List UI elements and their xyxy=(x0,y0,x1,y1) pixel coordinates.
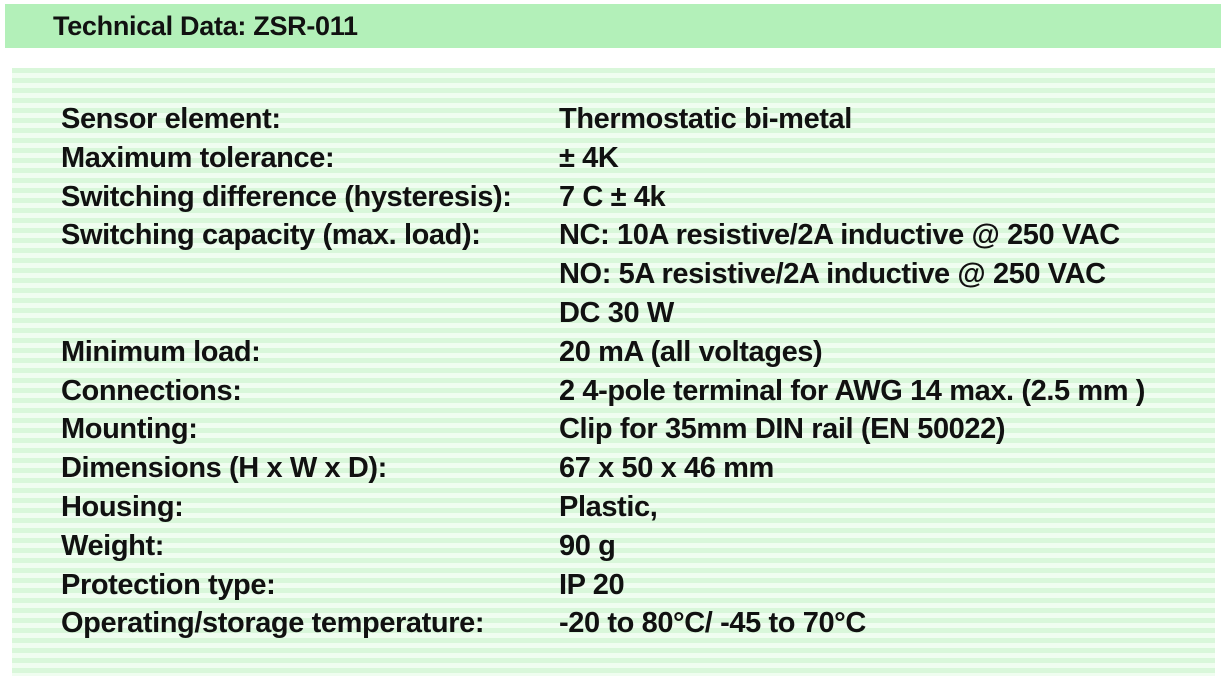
spec-row: Sensor element: Thermostatic bi-metal xyxy=(61,100,1145,139)
spec-values: 67 x 50 x 46 mm xyxy=(559,449,774,488)
spec-values: ± 4K xyxy=(559,139,619,178)
spec-label: Housing: xyxy=(61,490,184,523)
spec-label: Operating/storage temperature: xyxy=(61,607,485,640)
spec-row: Operating/storage temperature: -20 to 80°… xyxy=(61,604,1145,643)
spec-value: NO: 5A resistive/2A inductive @ 250 VAC xyxy=(559,258,1106,291)
spec-values: 2 4-pole terminal for AWG 14 max. (2.5 m… xyxy=(559,372,1145,411)
spec-row: Maximum tolerance: ± 4K xyxy=(61,139,1145,178)
spec-label: Minimum load: xyxy=(61,335,261,368)
spec-row: Mounting: Clip for 35mm DIN rail (EN 5002… xyxy=(61,410,1145,449)
spec-row: Housing: Plastic, xyxy=(61,488,1145,527)
spec-label: Switching capacity (max. load): xyxy=(61,219,481,252)
spec-values: 90 g xyxy=(559,527,616,566)
spec-label: Switching difference (hysteresis): xyxy=(61,180,512,213)
spec-row: Switching capacity (max. load): NC: 10A r… xyxy=(61,216,1145,332)
spec-value: DC 30 W xyxy=(559,296,674,329)
spec-label: Connections: xyxy=(61,374,242,407)
spec-label: Maximum tolerance: xyxy=(61,141,335,174)
spec-label: Dimensions (H x W x D): xyxy=(61,452,387,485)
spec-value: 67 x 50 x 46 mm xyxy=(559,452,774,485)
spec-values: -20 to 80°C/ -45 to 70°C xyxy=(559,604,866,643)
spec-values: NC: 10A resistive/2A inductive @ 250 VAC… xyxy=(559,216,1120,332)
spec-value: Clip for 35mm DIN rail (EN 50022) xyxy=(559,413,1006,446)
spec-value: Thermostatic bi-metal xyxy=(559,103,852,135)
spec-value: Plastic, xyxy=(559,490,658,523)
spec-row: Switching difference (hysteresis): 7 C ± … xyxy=(61,178,1145,217)
spec-label: Sensor element: xyxy=(61,103,281,135)
spec-value: 20 mA (all voltages) xyxy=(559,335,823,368)
spec-table: Sensor element: Thermostatic bi-metal Maxi… xyxy=(61,100,1145,643)
spec-values: IP 20 xyxy=(559,566,625,605)
spec-value: 7 C ± 4k xyxy=(559,180,666,213)
spec-label: Protection type: xyxy=(61,568,276,601)
spec-value: NC: 10A resistive/2A inductive @ 250 VAC xyxy=(559,219,1120,252)
spec-value: ± 4K xyxy=(559,141,619,174)
spec-label: Weight: xyxy=(61,529,164,562)
header-bar: Technical Data: ZSR-011 xyxy=(5,4,1221,48)
spec-panel: Sensor element: Thermostatic bi-metal Maxi… xyxy=(12,68,1215,676)
spec-values: 7 C ± 4k xyxy=(559,178,666,217)
spec-row: Minimum load: 20 mA (all voltages) xyxy=(61,333,1145,372)
spec-label: Mounting: xyxy=(61,413,198,446)
spec-row: Dimensions (H x W x D): 67 x 50 x 46 mm xyxy=(61,449,1145,488)
spec-value: 2 4-pole terminal for AWG 14 max. (2.5 m… xyxy=(559,374,1146,407)
spec-value: IP 20 xyxy=(559,568,625,601)
spec-row: Protection type: IP 20 xyxy=(61,566,1145,605)
page-title: Technical Data: ZSR-011 xyxy=(53,11,358,41)
spec-values: Plastic, xyxy=(559,488,658,527)
spec-values: Thermostatic bi-metal xyxy=(559,100,852,139)
spec-values: 20 mA (all voltages) xyxy=(559,333,823,372)
spec-row: Weight: 90 g xyxy=(61,527,1145,566)
spec-values: Clip for 35mm DIN rail (EN 50022) xyxy=(559,410,1006,449)
spec-value: -20 to 80°C/ -45 to 70°C xyxy=(559,607,866,640)
spec-value: 90 g xyxy=(559,529,616,562)
spec-row: Connections: 2 4-pole terminal for AWG 14… xyxy=(61,372,1145,411)
